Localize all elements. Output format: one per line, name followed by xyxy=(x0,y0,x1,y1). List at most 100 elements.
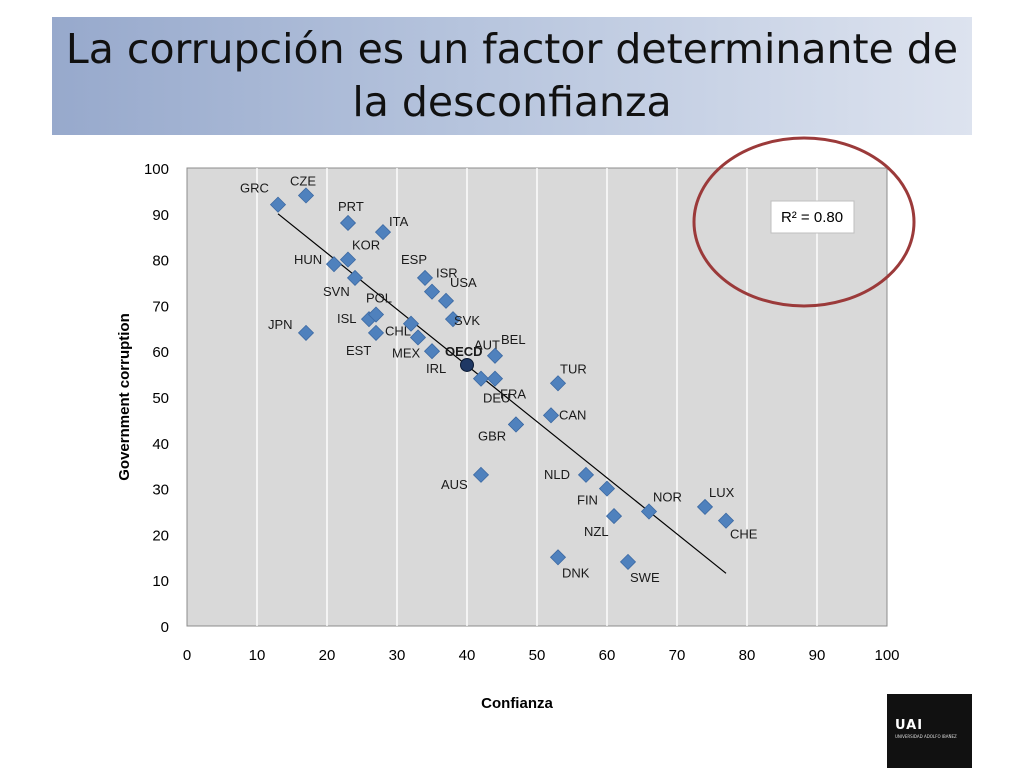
point-label: CHE xyxy=(730,527,758,542)
y-tick-label: 10 xyxy=(152,573,169,590)
x-tick-label: 100 xyxy=(874,647,899,664)
point-label: FRA xyxy=(500,386,526,401)
data-point xyxy=(542,407,560,424)
annotation-layer: R² = 0.80 xyxy=(692,136,916,308)
point-label: PRT xyxy=(338,199,364,214)
data-point xyxy=(325,256,343,273)
data-point xyxy=(472,466,490,483)
point-label: ISL xyxy=(337,311,357,326)
grid-lines xyxy=(256,168,818,626)
point-label: AUS xyxy=(441,477,468,492)
x-tick-label: 70 xyxy=(669,647,686,664)
data-point xyxy=(423,283,441,300)
data-point xyxy=(437,292,455,309)
data-point xyxy=(367,306,385,323)
data-point xyxy=(339,214,357,232)
point-label: USA xyxy=(450,275,477,290)
oecd-label: OECD xyxy=(445,344,483,359)
point-label: BEL xyxy=(501,332,526,347)
data-point xyxy=(423,343,441,360)
y-tick-label: 50 xyxy=(152,390,169,407)
y-tick-label: 80 xyxy=(152,253,169,270)
point-label: ITA xyxy=(389,214,409,229)
logo-subtext: UNIVERSIDAD ADOLFO IBAÑEZ xyxy=(895,734,957,739)
data-point xyxy=(598,480,616,497)
y-tick-label: 70 xyxy=(152,298,169,315)
point-label: NZL xyxy=(584,524,609,539)
data-point xyxy=(472,370,490,387)
point-label: MEX xyxy=(392,345,421,360)
data-point xyxy=(549,375,567,392)
y-tick-label: 0 xyxy=(161,619,169,636)
point-label: CZE xyxy=(290,173,316,188)
data-point xyxy=(346,269,364,286)
point-label: TUR xyxy=(560,361,587,376)
point-label: CAN xyxy=(559,407,586,422)
point-label: AUT xyxy=(474,338,500,353)
y-tick-label: 90 xyxy=(152,207,169,224)
point-label: IRL xyxy=(426,361,446,376)
x-tick-label: 10 xyxy=(249,647,266,664)
data-point xyxy=(409,329,427,346)
x-tick-label: 60 xyxy=(599,647,616,664)
data-point xyxy=(416,269,434,286)
point-label: POL xyxy=(366,291,392,306)
data-points: GRC CZE JPN HUN KOR PRT SVN ISL POL EST ITA CHL MEX E… xyxy=(240,173,758,584)
x-tick-label: 30 xyxy=(389,647,406,664)
data-point xyxy=(444,311,462,328)
point-label: KOR xyxy=(352,238,380,253)
point-label: ISR xyxy=(436,266,458,281)
data-point xyxy=(486,370,504,387)
data-point xyxy=(619,553,637,570)
x-tick-label: 90 xyxy=(809,647,826,664)
title-band: La corrupción es un factor determinante … xyxy=(52,17,972,135)
point-label: LUX xyxy=(709,485,735,500)
data-point xyxy=(374,224,392,241)
point-label: DNK xyxy=(562,565,590,580)
data-point xyxy=(402,315,420,332)
data-point xyxy=(297,324,315,341)
oecd-point xyxy=(460,357,474,372)
x-tick-label: 20 xyxy=(319,647,336,664)
data-point xyxy=(339,251,357,268)
r-squared-box xyxy=(770,200,855,234)
x-tick-label: 40 xyxy=(459,647,476,664)
data-point xyxy=(696,498,714,515)
point-label: DEU xyxy=(483,391,510,406)
data-point xyxy=(549,549,567,566)
y-tick-label: 40 xyxy=(152,436,169,453)
slide-title: La corrupción es un factor determinante … xyxy=(65,25,959,126)
y-tick-label: 30 xyxy=(152,482,169,499)
point-label: JPN xyxy=(268,317,293,332)
axis-ticks: 0 10 20 30 40 50 60 70 80 90 100 0 10 20 30 40 50 60 70 80 9… xyxy=(144,161,900,664)
point-label: SVK xyxy=(454,313,480,328)
data-point xyxy=(717,512,735,529)
point-label: ESP xyxy=(401,252,427,267)
x-axis-title: Confianza xyxy=(481,695,553,712)
highlight-circle xyxy=(692,136,916,308)
university-logo: UAI UNIVERSIDAD ADOLFO IBAÑEZ xyxy=(887,694,972,768)
y-tick-label: 20 xyxy=(152,527,169,544)
data-point xyxy=(297,187,315,204)
logo-mark: UAI xyxy=(895,718,924,733)
data-point xyxy=(640,503,658,520)
point-label: SWE xyxy=(630,570,660,585)
y-axis-title: Government corruption xyxy=(116,313,133,481)
point-label: CHL xyxy=(385,324,411,339)
point-label: GRC xyxy=(240,181,269,196)
data-point xyxy=(605,508,623,525)
data-point xyxy=(486,347,504,364)
point-label: GBR xyxy=(478,428,506,443)
y-tick-label: 100 xyxy=(144,161,169,178)
point-label: HUN xyxy=(294,252,322,267)
data-point xyxy=(269,196,287,213)
y-tick-label: 60 xyxy=(152,344,169,361)
point-label: NOR xyxy=(653,490,682,505)
point-label: FIN xyxy=(577,493,598,508)
x-tick-label: 80 xyxy=(739,647,756,664)
data-point xyxy=(577,466,595,483)
point-label: EST xyxy=(346,343,371,358)
x-tick-label: 50 xyxy=(529,647,546,664)
data-point xyxy=(507,416,525,433)
